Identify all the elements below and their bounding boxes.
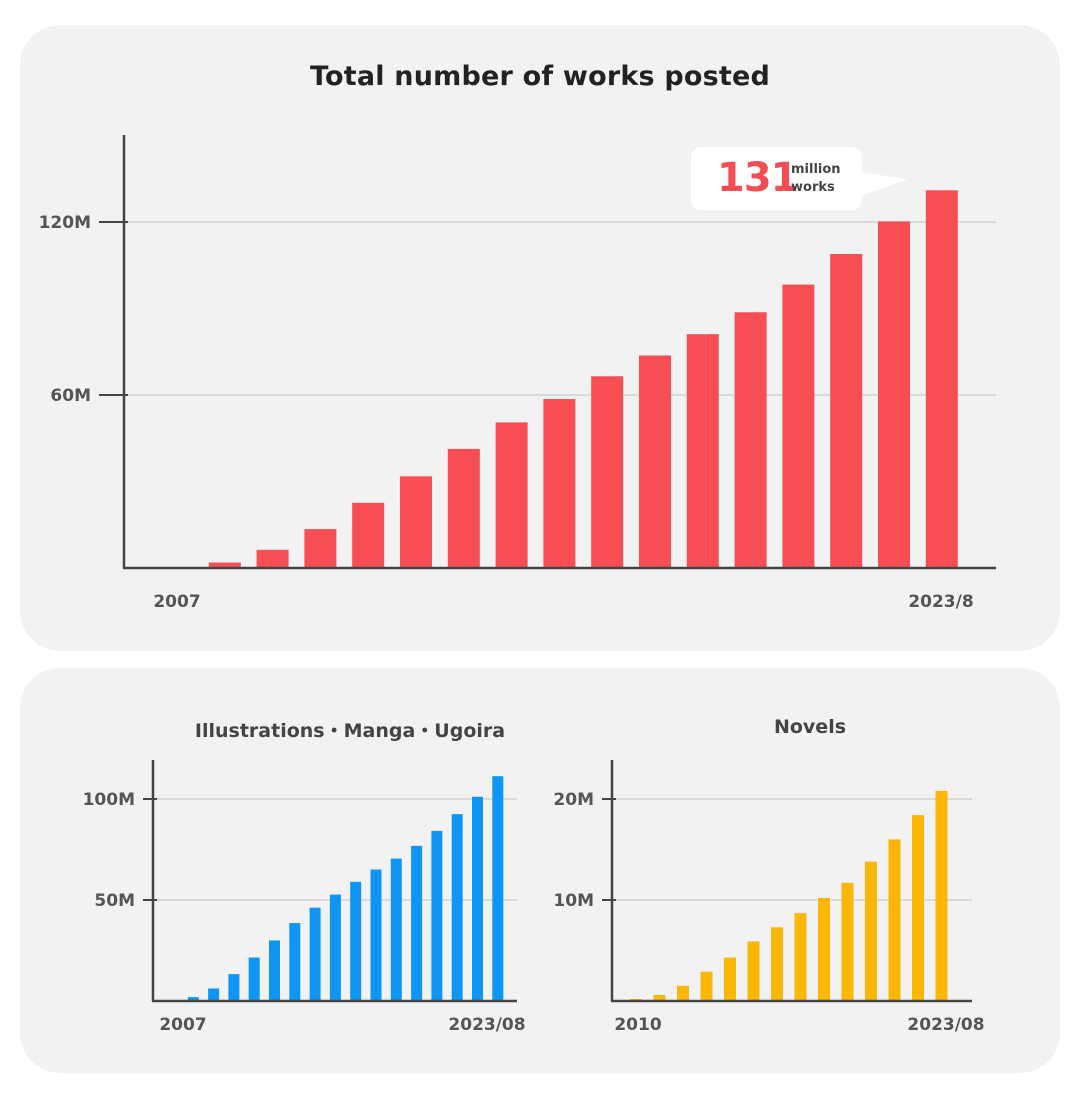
novels-chart: 10M 20M 2010 2023/08: [553, 760, 985, 1035]
bar: [228, 974, 240, 1001]
bar: [734, 312, 767, 568]
callout-tail: [858, 172, 908, 197]
bar: [543, 399, 576, 568]
callout-number: 131: [717, 155, 798, 201]
bar: [747, 941, 760, 1001]
bar: [451, 814, 463, 1001]
illustrations-chart: 50M 100M 2007 2023/08: [83, 760, 526, 1035]
bar: [411, 845, 423, 1001]
y-tick-label: 100M: [83, 790, 135, 810]
bar: [350, 881, 362, 1001]
total-callout: 131 million works: [691, 147, 862, 210]
bar: [187, 997, 199, 1001]
bar: [208, 562, 241, 568]
y-tick-label: 10M: [553, 891, 594, 911]
bar: [782, 284, 815, 568]
bar: [304, 529, 337, 568]
x-tick-label: 2010: [614, 1015, 661, 1035]
bar: [370, 869, 382, 1001]
bar: [794, 913, 807, 1001]
bar: [447, 448, 480, 568]
bar: [309, 907, 321, 1001]
bar: [208, 988, 220, 1001]
bar: [912, 815, 924, 1001]
y-tick-label: 50M: [94, 891, 135, 911]
x-tick-label: 2007: [153, 592, 200, 612]
bar: [830, 254, 863, 568]
y-tick-label: 60M: [50, 386, 91, 406]
x-tick-label: 2007: [159, 1015, 206, 1035]
bar: [935, 790, 948, 1001]
bar: [818, 897, 830, 1001]
bar: [352, 502, 385, 568]
x-tick-label: 2023/8: [908, 592, 973, 612]
bar: [653, 994, 666, 1001]
bar: [269, 940, 280, 1001]
total-works-chart: 60M 120M 2007 2023/8: [39, 135, 996, 612]
bar: [492, 776, 504, 1001]
bar: [289, 923, 301, 1001]
x-tick-label: 2023/08: [448, 1015, 525, 1035]
novels-chart-title: Novels: [773, 716, 847, 738]
bar: [724, 957, 736, 1001]
main-chart-panel: Total number of works posted 60M 120M 2007…: [20, 25, 1060, 651]
bar: [248, 957, 260, 1001]
x-tick-label: 2023/08: [907, 1015, 984, 1035]
bar: [771, 927, 783, 1001]
y-tick-label: 20M: [553, 790, 594, 810]
breakdown-panel: Illustrations・Manga・Ugoira Novels 50M 100…: [20, 668, 1060, 1073]
bar: [431, 830, 443, 1001]
y-tick-label: 120M: [39, 213, 91, 233]
bar: [329, 894, 341, 1001]
bar: [472, 796, 483, 1001]
bar: [639, 355, 671, 568]
callout-unit-line2: works: [791, 180, 835, 195]
bar: [256, 549, 289, 568]
chart-title: Total number of works posted: [309, 61, 771, 92]
bar: [686, 334, 719, 568]
callout-unit: million works: [791, 161, 861, 197]
bar: [591, 376, 624, 568]
bar: [888, 839, 901, 1001]
bar: [865, 861, 877, 1001]
illustrations-chart-title: Illustrations・Manga・Ugoira: [194, 720, 506, 742]
bar: [677, 985, 689, 1001]
bar: [925, 190, 958, 569]
callout-unit-line1: million: [791, 162, 841, 177]
bar: [400, 476, 432, 568]
bar: [390, 858, 402, 1001]
bar: [878, 221, 910, 568]
bar: [700, 971, 713, 1001]
bar: [841, 882, 854, 1001]
bar: [495, 422, 528, 568]
